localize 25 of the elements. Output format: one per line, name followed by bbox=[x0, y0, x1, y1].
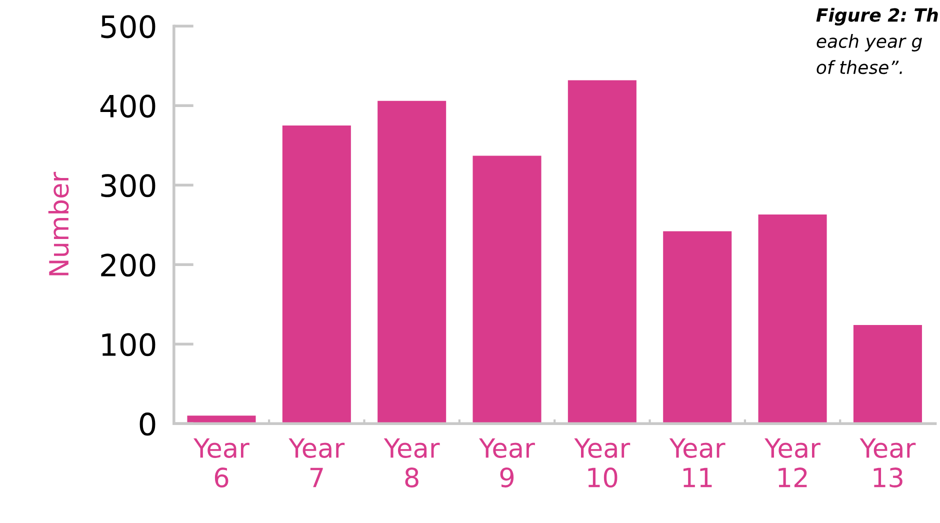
y-tick-label: 400 bbox=[100, 94, 156, 118]
x-tick-label: Year 10 bbox=[574, 438, 630, 488]
bar bbox=[282, 126, 351, 424]
x-tick-label: Year 6 bbox=[193, 438, 250, 488]
bar bbox=[378, 100, 446, 424]
bar bbox=[472, 156, 542, 424]
y-tick-label: 500 bbox=[101, 15, 156, 38]
bar bbox=[663, 231, 732, 424]
x-tick-label: Year 11 bbox=[669, 438, 726, 488]
x-tick-label: Year 13 bbox=[860, 438, 916, 488]
caption: Figure 2: Th bbox=[816, 8, 938, 26]
y-tick-label: 300 bbox=[101, 174, 156, 198]
x-tick-label: Year 12 bbox=[764, 438, 820, 488]
bar bbox=[568, 80, 636, 424]
y-tick-label: 0 bbox=[140, 412, 156, 436]
bar bbox=[758, 214, 827, 424]
y-tick-label: 200 bbox=[101, 254, 156, 277]
annotation: of these”. bbox=[816, 60, 902, 74]
x-tick-label: Year 9 bbox=[479, 438, 535, 488]
x-tick-label: Year 7 bbox=[288, 438, 345, 488]
y-axis-title: Number bbox=[48, 172, 69, 276]
bar bbox=[853, 325, 922, 424]
y-tick-label: 100 bbox=[102, 333, 156, 356]
x-tick-label: Year 8 bbox=[384, 438, 440, 488]
annotation: each year g bbox=[816, 34, 922, 52]
